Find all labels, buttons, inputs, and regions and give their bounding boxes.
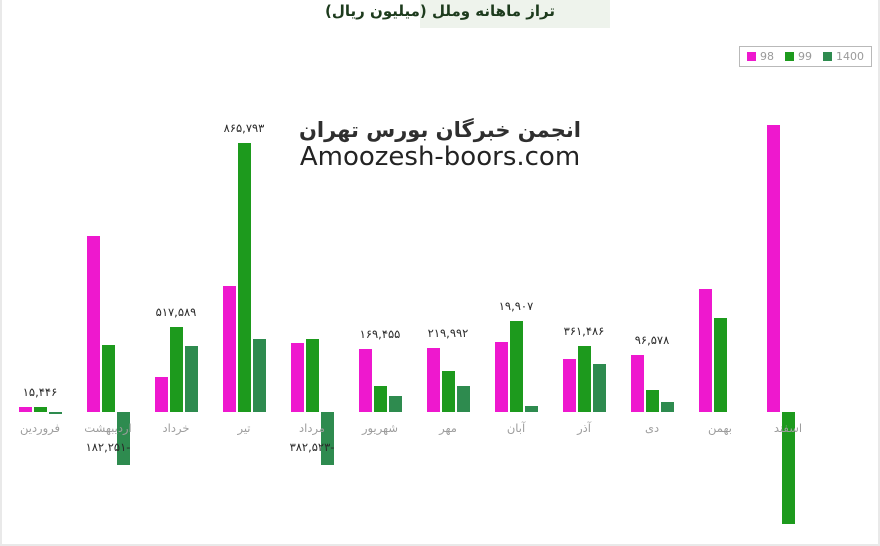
data-label-4: -۳۸۲,۵۲۳ [289, 440, 335, 454]
bar-99[interactable] [373, 385, 387, 412]
bar-99[interactable] [781, 412, 795, 525]
legend-item-1400[interactable]: 1400 [823, 50, 864, 63]
bar-98[interactable] [562, 359, 576, 412]
bar-1400[interactable] [456, 385, 470, 412]
bar-99[interactable] [101, 344, 115, 412]
bar-1400[interactable] [660, 401, 674, 412]
bar-1400[interactable] [388, 395, 402, 412]
x-axis-tick-1: اردیبهشت [84, 421, 132, 435]
legend-swatch-1400 [823, 52, 832, 61]
bar-98[interactable] [222, 286, 236, 412]
bar-98[interactable] [698, 289, 712, 412]
data-label-1: -۱۸۲,۲۵۱ [85, 440, 131, 454]
bar-1400[interactable] [524, 406, 538, 412]
x-axis-tick-9: دی [644, 421, 660, 435]
legend-label-99: 99 [798, 50, 812, 63]
data-label-7: ۱۹,۹۰۷ [498, 299, 534, 314]
bar-99[interactable] [305, 338, 319, 412]
right-frame-edge [878, 0, 880, 546]
bar-98[interactable] [290, 343, 304, 412]
bar-98[interactable] [630, 354, 644, 412]
chart-title: تراز ماهانه وملل (میلیون ریال) [325, 2, 555, 20]
legend-swatch-99 [785, 52, 794, 61]
chart-legend[interactable]: 98 99 1400 [739, 46, 872, 67]
bar-98[interactable] [154, 376, 168, 412]
bar-1400[interactable] [320, 412, 334, 465]
x-axis-tick-4: مرداد [299, 421, 325, 435]
legend-item-98[interactable]: 98 [747, 50, 774, 63]
x-axis-tick-11: اسفند [773, 421, 803, 435]
x-axis-tick-8: آذر [577, 421, 591, 435]
bar-98[interactable] [426, 347, 440, 412]
data-label-8: ۳۶۱,۴۸۶ [563, 324, 605, 339]
x-axis-tick-3: تیر [237, 421, 251, 435]
x-axis-tick-6: مهر [439, 421, 457, 435]
bar-98[interactable] [358, 349, 372, 412]
x-axis-tick-2: خرداد [162, 421, 190, 435]
bar-98[interactable] [494, 341, 508, 412]
legend-label-1400: 1400 [836, 50, 864, 63]
left-frame-edge [0, 0, 2, 546]
x-axis-tick-7: آبان [506, 421, 526, 435]
x-axis-tick-5: شهریور [362, 421, 398, 435]
legend-label-98: 98 [760, 50, 774, 63]
legend-swatch-98 [747, 52, 756, 61]
data-label-2: ۵۱۷,۵۸۹ [155, 305, 197, 320]
x-axis-tick-10: بهمن [708, 421, 732, 435]
legend-item-99[interactable]: 99 [785, 50, 812, 63]
bar-99[interactable] [713, 318, 727, 412]
data-label-3: ۸۶۵,۷۹۳ [223, 120, 265, 135]
bar-1400[interactable] [252, 338, 266, 412]
bar-99[interactable] [577, 346, 591, 412]
bar-1400[interactable] [116, 412, 130, 466]
bar-99[interactable] [237, 142, 251, 412]
data-label-6: ۲۱۹,۹۹۲ [427, 325, 469, 340]
bar-98[interactable] [766, 125, 780, 412]
bar-99[interactable] [33, 406, 47, 412]
bar-1400[interactable] [184, 346, 198, 412]
bar-99[interactable] [441, 371, 455, 412]
title-background-band [420, 0, 610, 28]
bottom-frame-edge [0, 544, 880, 546]
bar-99[interactable] [169, 327, 183, 412]
bar-99[interactable] [509, 321, 523, 412]
bar-98[interactable] [18, 407, 32, 412]
data-label-5: ۱۶۹,۴۵۵ [359, 327, 401, 342]
bar-1400[interactable] [592, 363, 606, 412]
data-label-0: ۱۵,۴۴۶ [22, 384, 58, 399]
bar-99[interactable] [645, 390, 659, 412]
bar-1400[interactable] [48, 412, 62, 415]
x-axis-tick-0: فروردین [19, 421, 61, 435]
data-label-9: ۹۶,۵۷۸ [634, 332, 670, 347]
bar-98[interactable] [86, 235, 100, 412]
